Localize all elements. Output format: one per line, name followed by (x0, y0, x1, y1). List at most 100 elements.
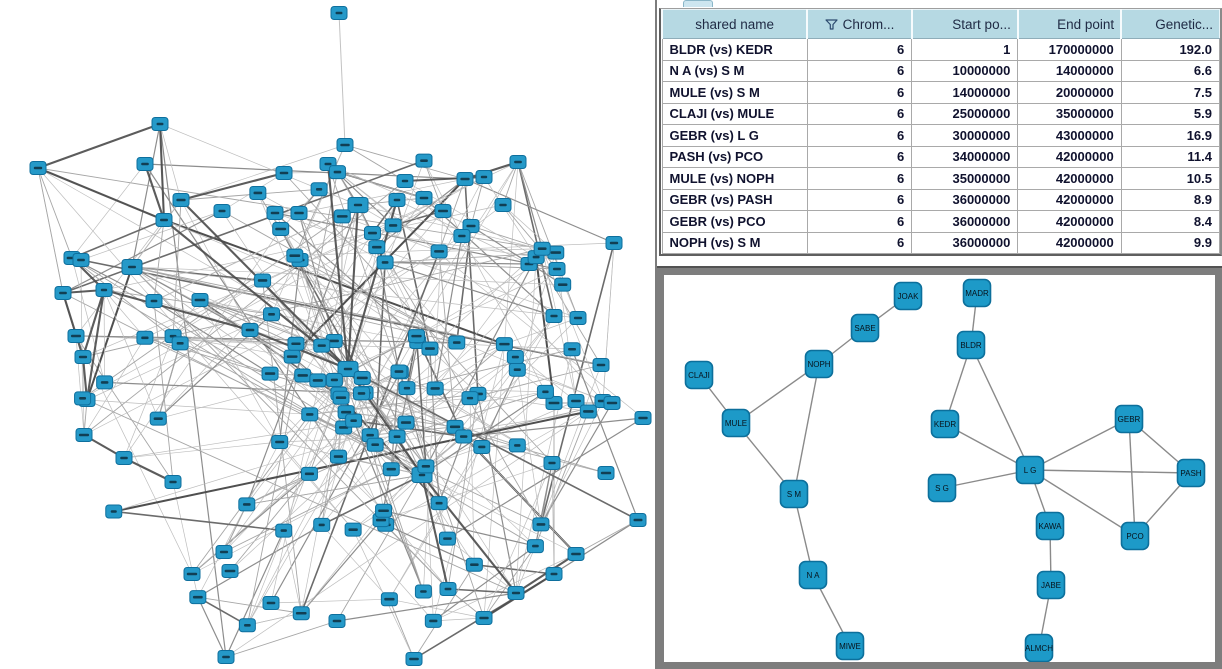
table-cell[interactable]: 25000000 (911, 102, 1019, 125)
table-row[interactable]: MULE (vs) S M 6 14000000 20000000 7.5 (661, 81, 1221, 104)
network-node-madr[interactable] (962, 278, 992, 308)
table-cell[interactable]: 42000000 (1017, 188, 1122, 211)
table-cell[interactable]: GEBR (vs) PASH (661, 188, 808, 211)
table-cell[interactable]: 6 (806, 81, 913, 104)
table-row[interactable]: MULE (vs) NOPH 6 35000000 42000000 10.5 (661, 167, 1221, 190)
network-node-miwe[interactable] (835, 631, 865, 661)
table-cell[interactable]: 36000000 (911, 188, 1019, 211)
table-cell[interactable]: 8.4 (1120, 210, 1221, 233)
table-cell[interactable]: 10.5 (1120, 167, 1221, 190)
network-node-n-a[interactable] (798, 560, 828, 590)
table-cell[interactable]: 9.9 (1120, 231, 1221, 254)
table-row[interactable]: CLAJI (vs) MULE 6 25000000 35000000 5.9 (661, 102, 1221, 125)
table-tab-stub[interactable] (683, 0, 713, 7)
table-cell[interactable]: 192.0 (1120, 38, 1221, 61)
table-cell[interactable]: 42000000 (1017, 231, 1122, 254)
table-cell[interactable]: 6 (806, 59, 913, 82)
network-edge[interactable] (970, 344, 1031, 471)
table-cell[interactable]: 6 (806, 210, 913, 233)
table-cell[interactable]: 6 (806, 102, 913, 125)
table-cell[interactable]: 6.6 (1120, 59, 1221, 82)
table-cell[interactable]: 20000000 (1017, 81, 1122, 104)
network-edge[interactable] (793, 363, 820, 495)
table-cell[interactable]: 7.5 (1120, 81, 1221, 104)
table-cell[interactable]: 42000000 (1017, 167, 1122, 190)
network-node-jabe[interactable] (1036, 570, 1066, 600)
table-row[interactable]: NOPH (vs) S M 6 36000000 42000000 9.9 (661, 231, 1221, 254)
network-node-s-m[interactable] (779, 479, 809, 509)
graph-node-label (425, 347, 435, 350)
table-cell[interactable]: 14000000 (911, 81, 1019, 104)
column-header-start-po[interactable]: Start po... (910, 9, 1019, 39)
table-cell[interactable]: 10000000 (911, 59, 1019, 82)
table-cell[interactable]: 8.9 (1120, 188, 1221, 211)
network-node-gebr[interactable] (1114, 404, 1144, 434)
table-cell[interactable]: 34000000 (911, 145, 1019, 168)
table-cell[interactable]: CLAJI (vs) MULE (661, 102, 808, 125)
network-edge[interactable] (1128, 418, 1136, 537)
table-cell[interactable]: 6 (806, 231, 913, 254)
column-header-end-point[interactable]: End point (1016, 9, 1122, 39)
network-node-bldr[interactable] (956, 330, 986, 360)
table-cell[interactable]: N A (vs) S M (661, 59, 808, 82)
table-cell[interactable]: 16.9 (1120, 124, 1221, 147)
network-node-noph[interactable] (804, 349, 834, 379)
network-node-claji[interactable] (684, 360, 714, 390)
graph-edge (347, 368, 639, 521)
network-node-sabe[interactable] (850, 313, 880, 343)
table-cell[interactable]: 14000000 (1017, 59, 1122, 82)
table-cell[interactable]: 6 (806, 38, 913, 61)
table-row[interactable]: BLDR (vs) KEDR 6 1 170000000 192.0 (661, 38, 1221, 61)
table-cell[interactable]: 6 (806, 124, 913, 147)
graph-edge (86, 266, 133, 401)
column-header-genetic[interactable]: Genetic... (1120, 9, 1221, 39)
main-network-canvas[interactable] (0, 0, 655, 669)
table-cell[interactable]: 11.4 (1120, 145, 1221, 168)
network-node-kedr[interactable] (930, 409, 960, 439)
network-node-s-g[interactable] (927, 473, 957, 503)
table-cell[interactable]: MULE (vs) S M (661, 81, 808, 104)
table-cell[interactable]: 42000000 (1017, 145, 1122, 168)
table-cell[interactable]: MULE (vs) NOPH (661, 167, 808, 190)
table-cell[interactable]: 36000000 (911, 210, 1019, 233)
network-node-almch[interactable] (1024, 633, 1054, 663)
column-header-shared-name[interactable]: shared name (660, 9, 808, 39)
table-row[interactable]: PASH (vs) PCO 6 34000000 42000000 11.4 (661, 145, 1221, 168)
graph-edge (383, 397, 471, 511)
table-cell[interactable]: 170000000 (1017, 38, 1122, 61)
table-cell[interactable]: 6 (806, 167, 913, 190)
table-cell[interactable]: 35000000 (911, 167, 1019, 190)
network-edge[interactable] (941, 469, 1031, 489)
table-cell[interactable]: 1 (911, 38, 1019, 61)
network-edge[interactable] (1029, 469, 1192, 474)
table-cell[interactable]: GEBR (vs) PCO (661, 210, 808, 233)
table-cell[interactable]: PASH (vs) PCO (661, 145, 808, 168)
edge-attribute-table[interactable]: shared name Chrom... Start po... End point G… (660, 9, 1221, 254)
table-cell[interactable]: BLDR (vs) KEDR (661, 38, 808, 61)
table-row[interactable]: N A (vs) S M 6 10000000 14000000 6.6 (661, 59, 1221, 82)
table-cell[interactable]: 6 (806, 145, 913, 168)
network-edge[interactable] (1029, 469, 1136, 537)
network-node-pco[interactable] (1120, 521, 1150, 551)
network-node-pash[interactable] (1176, 458, 1206, 488)
table-cell[interactable]: 6 (806, 188, 913, 211)
table-cell[interactable]: 30000000 (911, 124, 1019, 147)
table-cell[interactable]: NOPH (vs) S M (661, 231, 808, 254)
table-cell[interactable]: GEBR (vs) L G (661, 124, 808, 147)
network-node-joak[interactable] (893, 281, 923, 311)
table-cell[interactable]: 36000000 (911, 231, 1019, 254)
network-edge[interactable] (1029, 418, 1130, 471)
network-node-mule[interactable] (721, 408, 751, 438)
network-node-l-g[interactable] (1015, 455, 1045, 485)
network-node-kawa[interactable] (1035, 511, 1065, 541)
table-cell[interactable]: 43000000 (1017, 124, 1122, 147)
filter-funnel-icon[interactable] (825, 18, 838, 30)
table-row[interactable]: GEBR (vs) PASH 6 36000000 42000000 8.9 (661, 188, 1221, 211)
table-row[interactable]: GEBR (vs) PCO 6 36000000 42000000 8.4 (661, 210, 1221, 233)
table-cell[interactable]: 42000000 (1017, 210, 1122, 233)
table-row[interactable]: GEBR (vs) L G 6 30000000 43000000 16.9 (661, 124, 1221, 147)
table-cell[interactable]: 5.9 (1120, 102, 1221, 125)
table-cell[interactable]: 35000000 (1017, 102, 1122, 125)
column-header-chrom[interactable]: Chrom... (806, 9, 913, 39)
